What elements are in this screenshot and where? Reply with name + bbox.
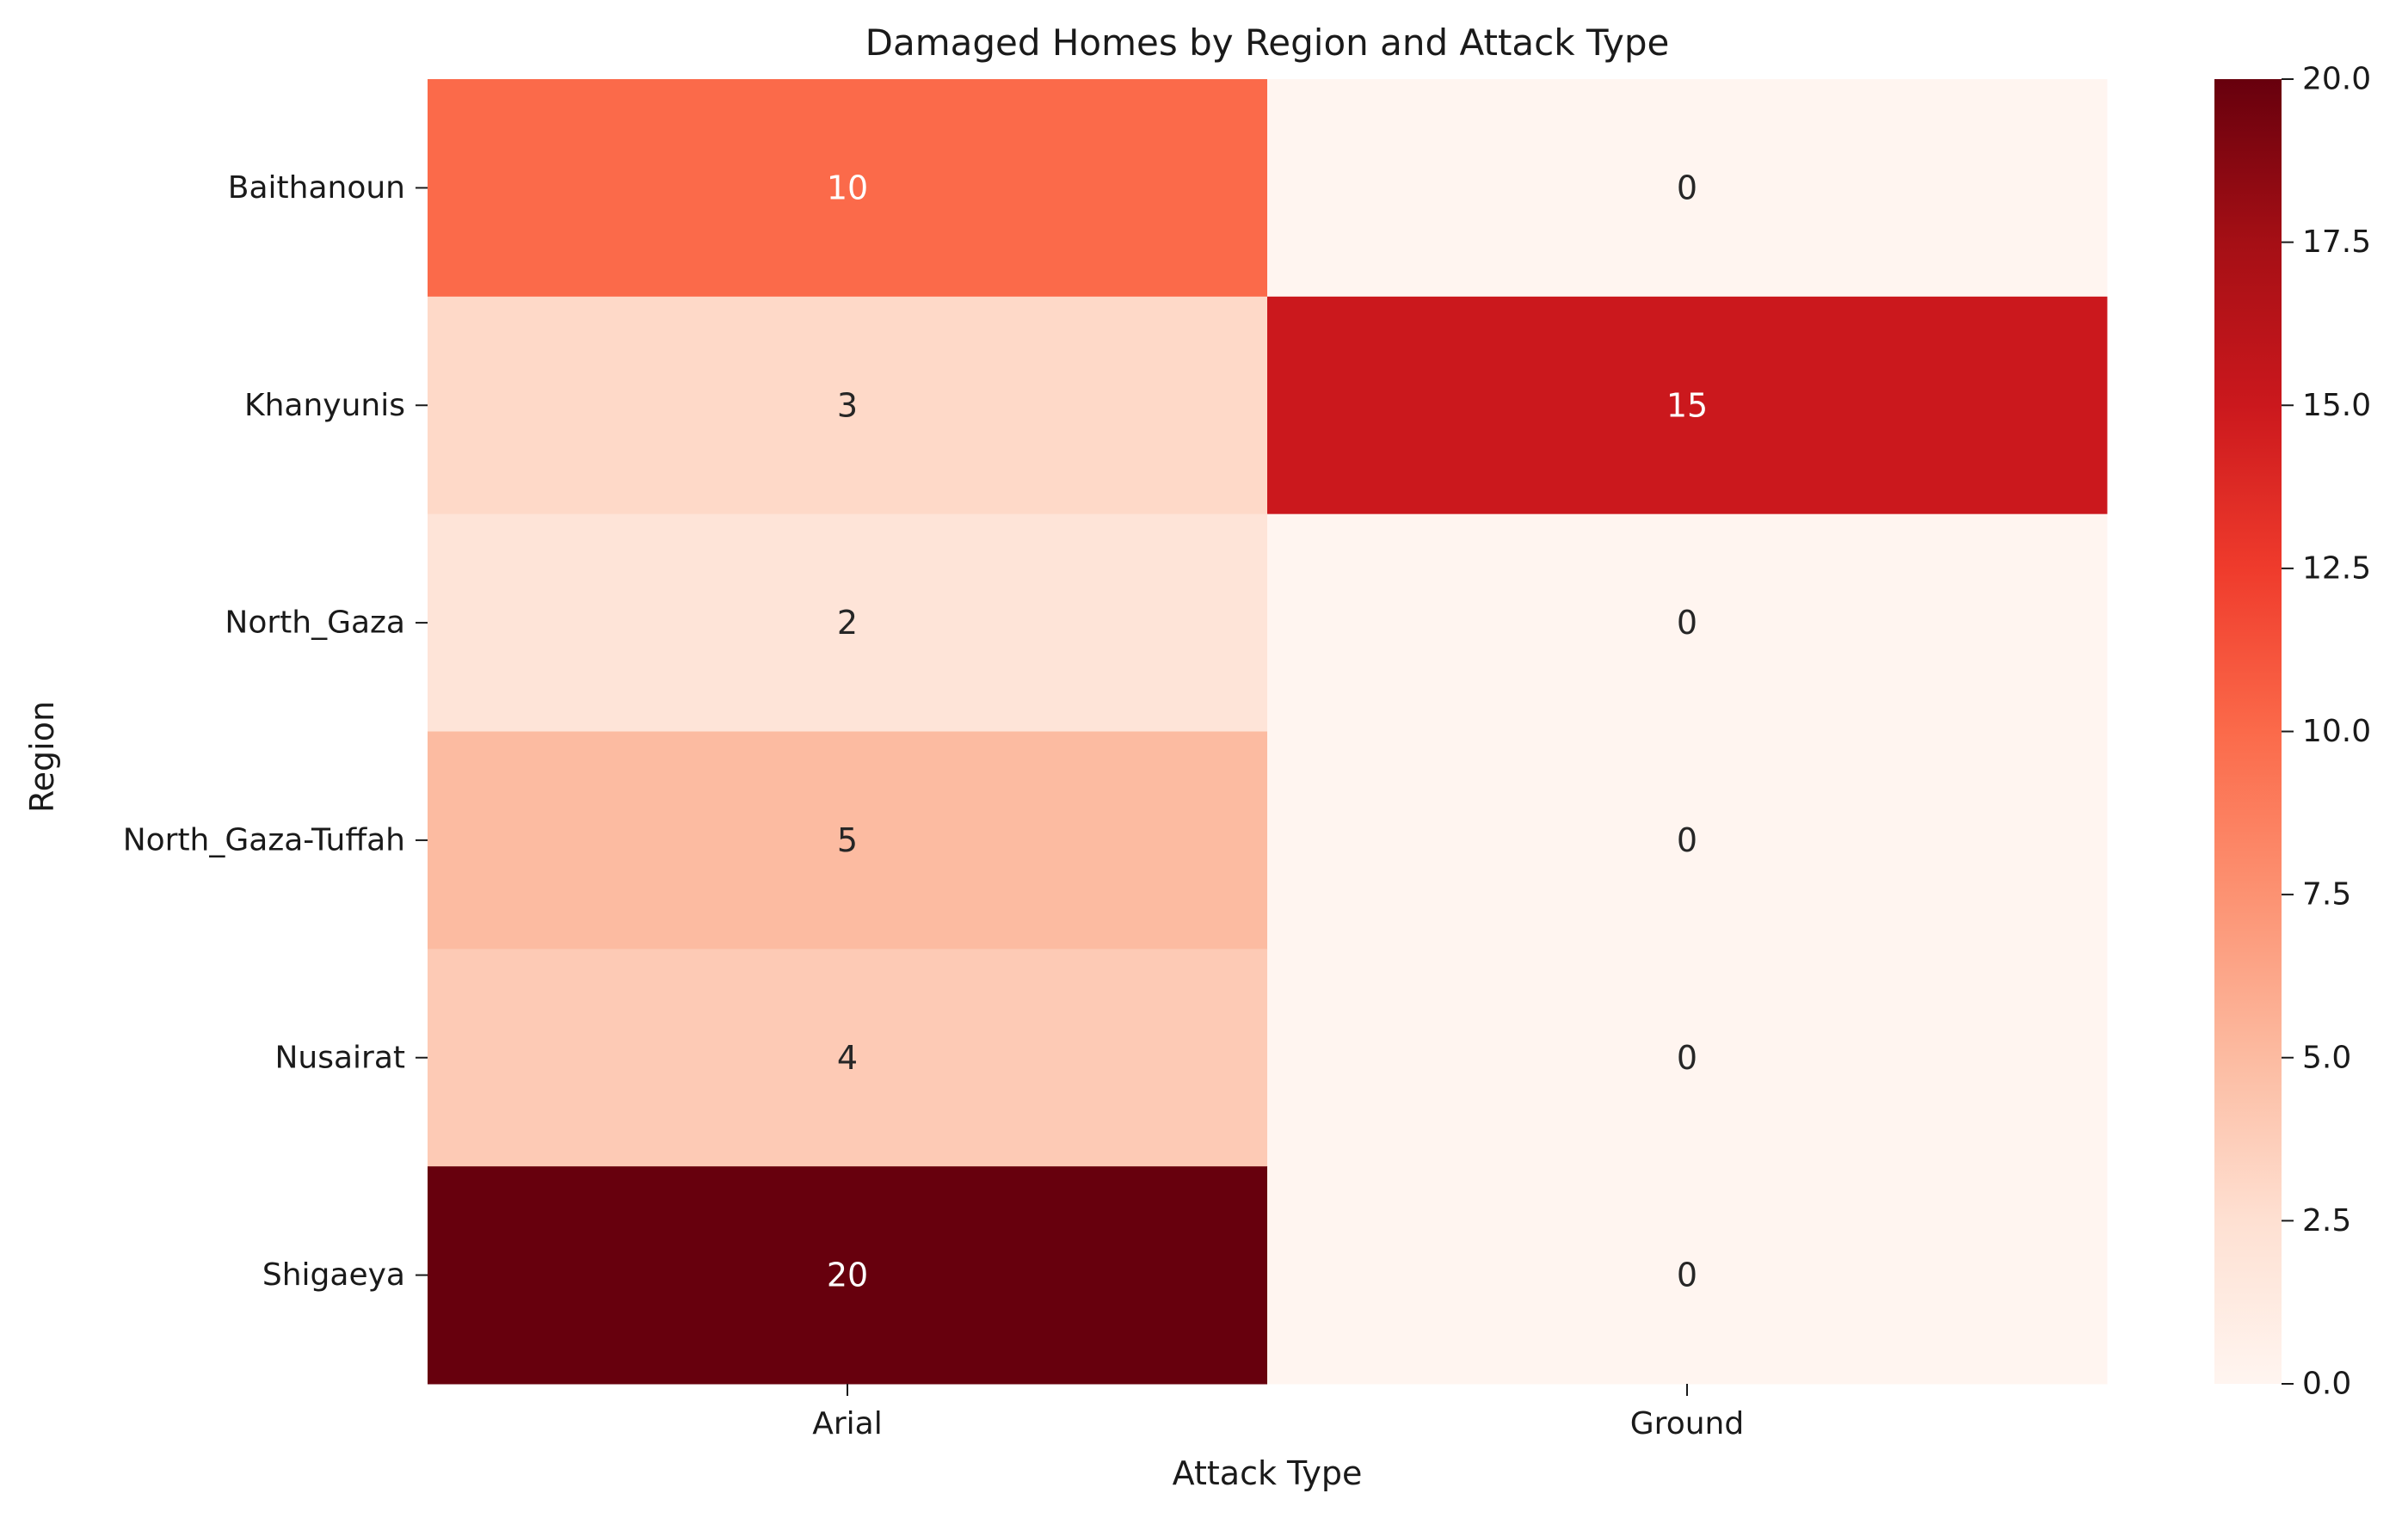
colorbar-tick-label: 20.0	[2302, 62, 2371, 97]
colorbar-tick-label: 12.5	[2302, 550, 2371, 586]
y-tick-label: Shigaeya	[262, 1257, 405, 1293]
x-tick-label: Ground	[1630, 1406, 1744, 1441]
colorbar-tick-label: 17.5	[2302, 224, 2371, 260]
colorbar: 0.0 2.5 5.0 7.5 10.0 12.5 15.0 17.5 20.0	[2214, 62, 2371, 1402]
heatmap-cell	[1267, 1166, 2108, 1385]
y-axis: Baithanoun Khanyunis North_Gaza North_Gaza-…	[123, 170, 428, 1293]
heatmap-cell	[428, 949, 1268, 1167]
heatmap-cell-labels: 10 03 152 05 04 020 0	[827, 169, 1708, 1294]
cell-value-label: 3	[837, 386, 858, 424]
heatmap-cell	[428, 296, 1268, 515]
colorbar-gradient	[2214, 79, 2282, 1384]
heatmap-cell	[428, 731, 1268, 950]
colorbar-tick-label: 5.0	[2302, 1040, 2351, 1075]
cell-value-label: 0	[1677, 821, 1697, 859]
colorbar-tick-label: 7.5	[2302, 877, 2351, 913]
x-axis: Arial Ground	[812, 1384, 1744, 1441]
cell-value-label: 2	[837, 604, 858, 642]
heatmap-cell	[1267, 513, 2108, 732]
heatmap-cell	[1267, 296, 2108, 515]
cell-value-label: 0	[1677, 604, 1697, 642]
heatmap-cell	[428, 1166, 1268, 1385]
x-axis-label: Attack Type	[1173, 1454, 1363, 1492]
cell-value-label: 5	[837, 821, 858, 859]
colorbar-tick-label: 10.0	[2302, 714, 2371, 749]
colorbar-tick-label: 2.5	[2302, 1203, 2351, 1238]
cell-value-label: 20	[827, 1257, 868, 1294]
heatmap-cell	[1267, 79, 2108, 298]
cell-value-label: 0	[1677, 169, 1697, 206]
y-tick-label: North_Gaza-Tuffah	[123, 822, 405, 857]
cell-value-label: 15	[1666, 386, 1708, 424]
heatmap-cell	[1267, 731, 2108, 950]
y-tick-label: Baithanoun	[228, 170, 405, 206]
y-tick-label: Nusairat	[274, 1040, 405, 1075]
heatmap-cell	[428, 79, 1268, 298]
chart-title: Damaged Homes by Region and Attack Type	[865, 22, 1670, 64]
cell-value-label: 4	[837, 1039, 858, 1077]
heatmap-cell	[428, 513, 1268, 732]
x-tick-label: Arial	[812, 1406, 883, 1441]
cell-value-label: 10	[827, 169, 868, 206]
y-tick-label: Khanyunis	[244, 388, 405, 423]
colorbar-tick-label: 0.0	[2302, 1367, 2351, 1402]
cell-value-label: 0	[1677, 1257, 1697, 1294]
colorbar-tick-label: 15.0	[2302, 388, 2371, 423]
heatmap-cell	[1267, 949, 2108, 1167]
y-axis-label: Region	[23, 701, 61, 813]
heatmap-cells	[428, 79, 2108, 1385]
cell-value-label: 0	[1677, 1039, 1697, 1077]
y-tick-label: North_Gaza	[225, 605, 405, 641]
